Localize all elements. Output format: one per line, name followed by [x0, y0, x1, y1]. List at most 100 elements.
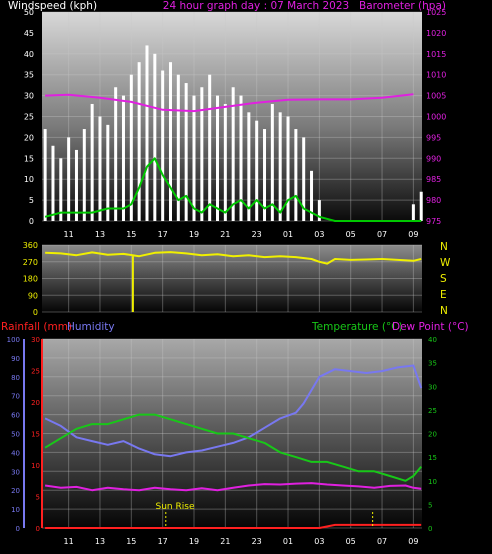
temperature-tick-label: 40 — [428, 336, 437, 344]
direction-panel-ticks: 0 90 180 270 360 — [23, 241, 38, 317]
windspeed-bar — [216, 95, 220, 221]
barometer-axis-title: Barometer (hpa) — [359, 0, 446, 12]
windspeed-bar — [200, 87, 204, 222]
rain-tick-label: 25 — [31, 368, 40, 376]
compass-n-bottom: N — [440, 305, 448, 317]
x-tick-label: 21 — [220, 230, 230, 239]
humidity-tick-label: 70 — [11, 393, 20, 401]
wind-panel-data — [43, 45, 423, 222]
wind-tick-label: 10 — [24, 175, 34, 184]
graph-title: 24 hour graph day : 07 March 2023 — [163, 0, 349, 12]
wind-tick-label: 20 — [24, 133, 34, 142]
direction-tick-label: 180 — [23, 275, 38, 284]
dewpoint-line — [44, 482, 422, 492]
barometer-tick-label: 980 — [426, 196, 441, 205]
x-tick-label: 09 — [408, 230, 418, 239]
x-tick-label: 13 — [95, 537, 105, 546]
x-tick-label: 23 — [252, 537, 262, 546]
x-tick-label: 11 — [64, 537, 74, 546]
temperature-tick-label: 10 — [428, 478, 437, 486]
rain-tick-label: 30 — [31, 336, 40, 344]
windspeed-bar — [255, 120, 259, 221]
temperature-tick-label: 5 — [428, 501, 432, 509]
x-tick-label: 13 — [95, 230, 105, 239]
windspeed-bar — [223, 103, 227, 221]
windspeed-bar — [59, 158, 63, 221]
barometer-tick-label: 985 — [426, 175, 441, 184]
gust-line — [44, 157, 422, 222]
windspeed-bar — [67, 137, 71, 221]
barometer-tick-label: 1010 — [426, 71, 446, 80]
wind-tick-label: 25 — [24, 113, 34, 122]
windspeed-bar — [176, 74, 180, 221]
windspeed-bar — [90, 103, 94, 221]
temperature-tick-label: 0 — [428, 525, 432, 533]
sun-rise-label: Sun Rise — [156, 502, 195, 512]
x-tick-label: 03 — [314, 230, 324, 239]
wind-tick-label: 15 — [24, 154, 34, 163]
temperature-tick-label: 20 — [428, 431, 437, 439]
x-tick-label: 07 — [377, 230, 387, 239]
direction-tick-label: 360 — [23, 241, 38, 250]
windspeed-bar — [51, 145, 55, 221]
humidity-tick-label: 60 — [11, 412, 20, 420]
compass-n-top: N — [440, 241, 448, 253]
climate-panel-ticks: 0102030405060708090100051015202530051015… — [7, 336, 437, 546]
temperature-tick-label: 35 — [428, 360, 437, 368]
windspeed-bar — [153, 53, 157, 221]
dewpoint-axis-title: Dew Point (°C) — [392, 321, 469, 333]
x-tick-label: 19 — [189, 230, 199, 239]
windspeed-bar — [419, 191, 423, 221]
x-tick-label: 05 — [346, 537, 356, 546]
barometer-tick-label: 1015 — [426, 50, 446, 59]
direction-tick-label: 90 — [28, 291, 38, 300]
humidity-line — [44, 364, 423, 458]
humidity-tick-label: 90 — [11, 355, 20, 363]
windspeed-bar — [270, 103, 274, 221]
windspeed-bar — [106, 124, 110, 221]
wind-tick-label: 40 — [24, 50, 34, 59]
direction-panel-grid — [42, 244, 422, 313]
windspeed-bar — [82, 129, 86, 221]
humidity-tick-label: 30 — [11, 468, 20, 476]
climate-panel-data — [44, 364, 423, 529]
windspeed-bar — [98, 116, 102, 221]
x-tick-label: 21 — [220, 537, 230, 546]
direction-line — [45, 251, 422, 265]
rain-axis-title: Rainfall (mm) — [1, 321, 72, 333]
wind-tick-label: 0 — [29, 217, 34, 226]
humidity-tick-label: 10 — [11, 506, 20, 514]
x-tick-label: 07 — [377, 537, 387, 546]
wind-tick-label: 50 — [24, 8, 34, 17]
windspeed-bar — [192, 95, 196, 221]
barometer-tick-label: 1025 — [426, 8, 446, 17]
x-tick-label: 17 — [158, 537, 168, 546]
windspeed-bar — [129, 74, 133, 221]
barometer-tick-label: 1020 — [426, 29, 446, 38]
wind-tick-label: 45 — [24, 29, 34, 38]
x-tick-label: 01 — [283, 230, 293, 239]
barometer-tick-label: 975 — [426, 217, 441, 226]
x-tick-label: 03 — [314, 537, 324, 546]
barometer-tick-label: 990 — [426, 154, 441, 163]
windspeed-bar — [239, 95, 243, 221]
humidity-axis-title: Humidity — [67, 321, 115, 333]
temperature-tick-label: 25 — [428, 407, 437, 415]
windspeed-bar — [137, 62, 141, 221]
temperature-axis-title: Temperature (°C) — [311, 321, 403, 333]
windspeed-bar — [411, 204, 415, 221]
direction-panel-data — [45, 251, 422, 312]
windspeed-bar — [317, 200, 321, 221]
rain-tick-label: 15 — [31, 431, 40, 439]
windspeed-bar — [302, 137, 306, 221]
wind-tick-label: 30 — [24, 92, 34, 101]
temperature-tick-label: 15 — [428, 454, 437, 462]
windspeed-bar — [310, 170, 314, 221]
compass-e: E — [440, 289, 447, 301]
windspeed-bar — [114, 87, 118, 222]
windspeed-bar — [74, 149, 78, 221]
windspeed-bar — [43, 129, 47, 221]
windspeed-bar — [231, 87, 235, 222]
